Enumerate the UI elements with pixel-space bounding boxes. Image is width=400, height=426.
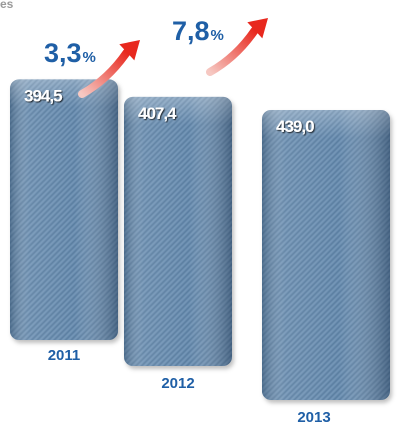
year-label-2013: 2013: [297, 409, 330, 426]
bar-2013: [262, 110, 390, 400]
year-label-2011: 2011: [48, 347, 81, 364]
year-label-2012: 2012: [161, 375, 194, 392]
bar-2011: [10, 79, 118, 340]
corner-text: es: [0, 0, 14, 11]
value-label-2011: 394,5: [24, 86, 62, 105]
value-label-2012: 407,4: [138, 104, 177, 123]
growth-arrow-1: [78, 40, 140, 98]
growth-arrow-2: [206, 18, 268, 76]
bar-2012: [124, 96, 232, 366]
growth-label-1: 3,3%: [44, 38, 96, 68]
growth-label-2: 7,8%: [172, 16, 224, 46]
value-label-2013: 439,0: [276, 117, 314, 136]
